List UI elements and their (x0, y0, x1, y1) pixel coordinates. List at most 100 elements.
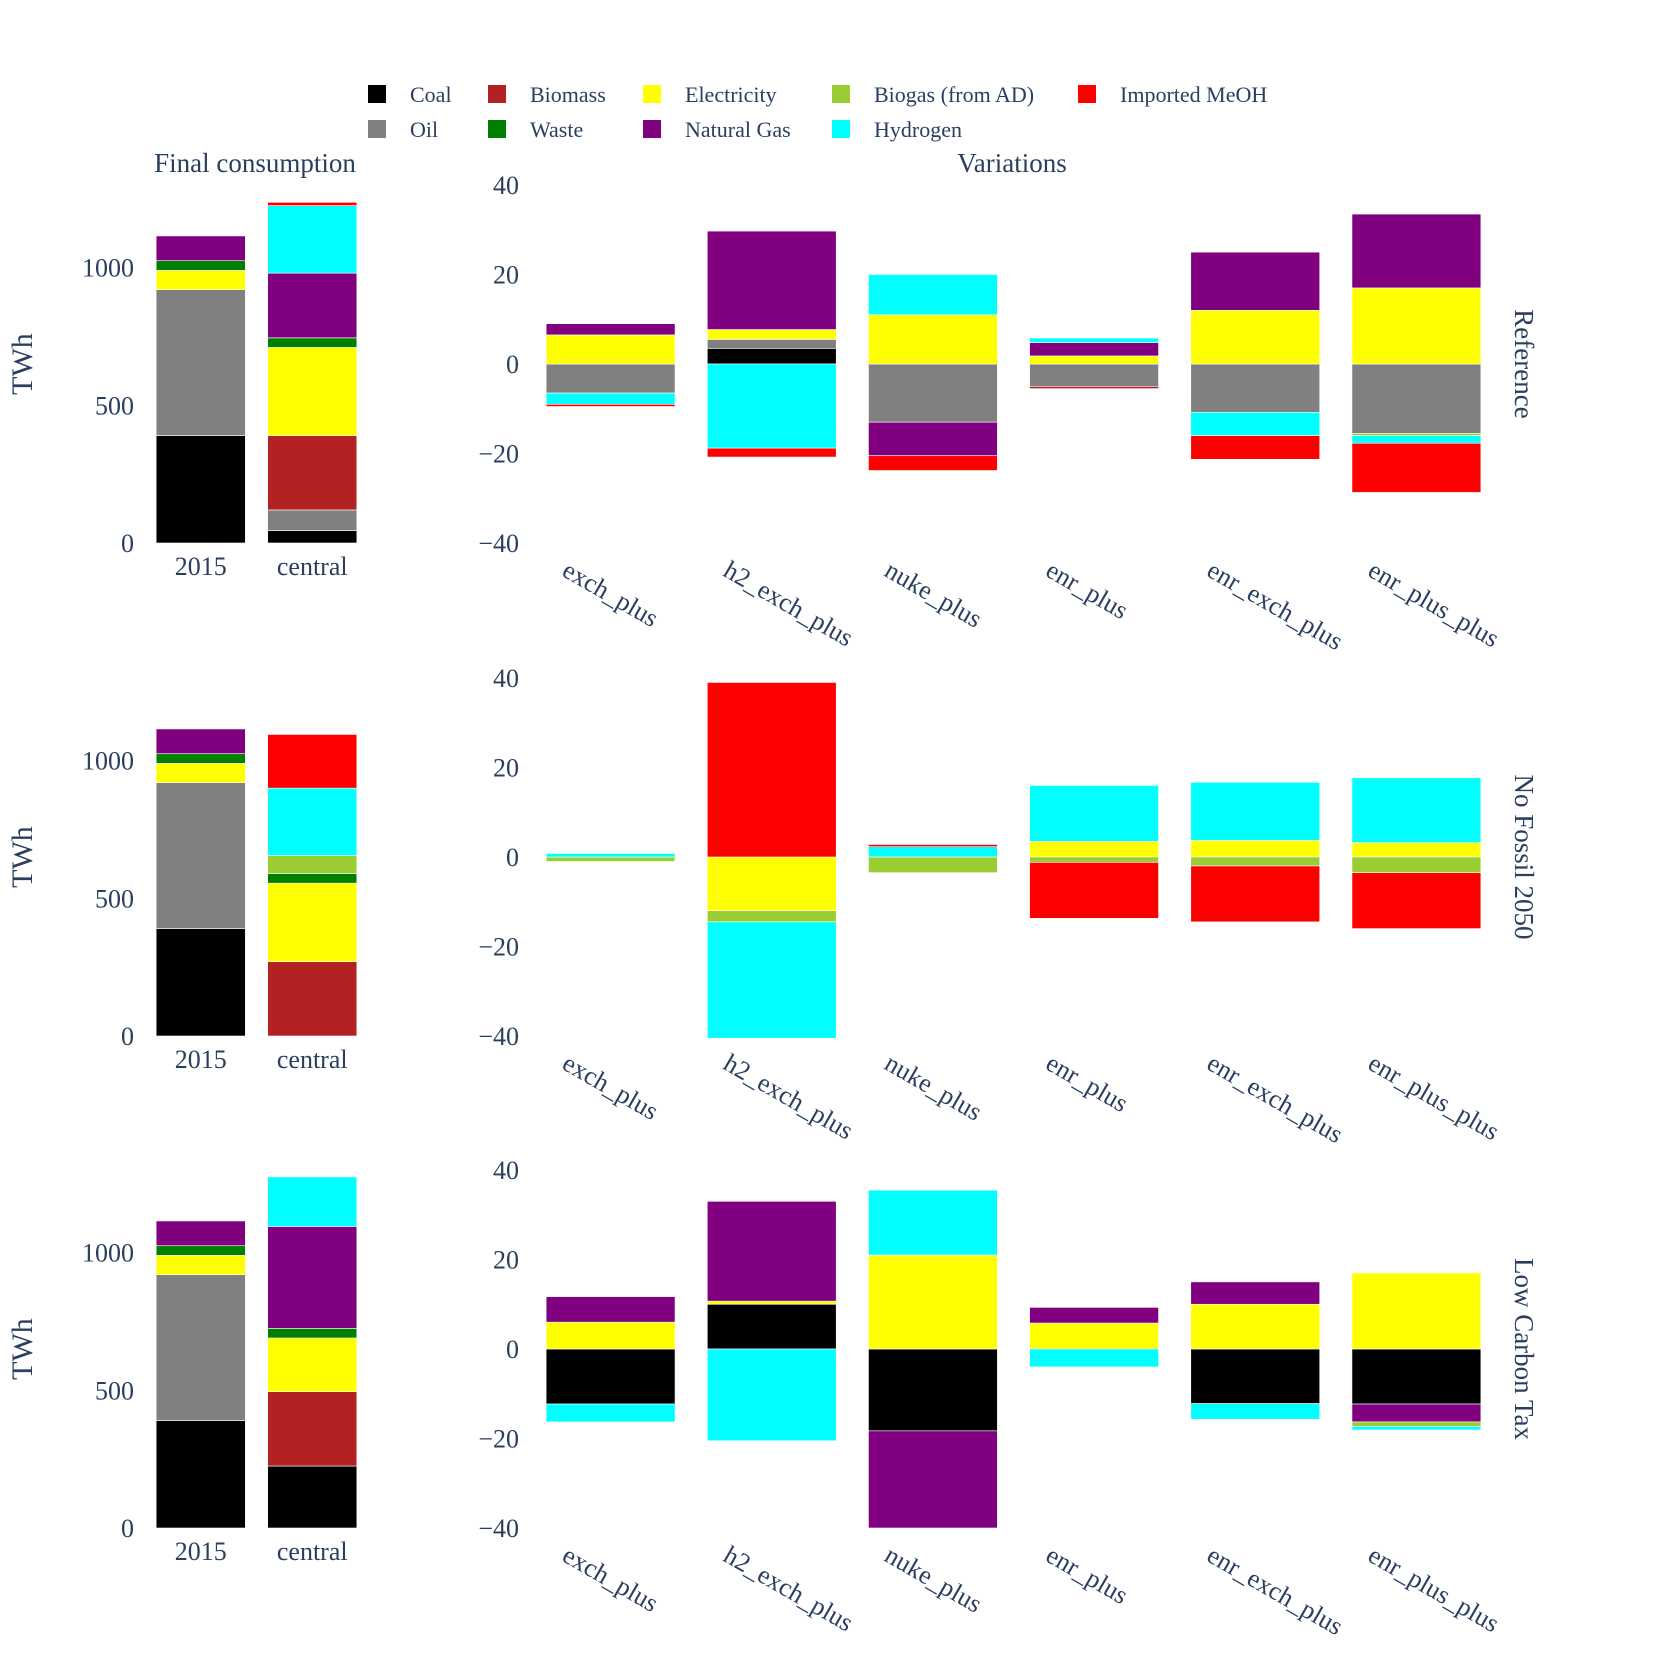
y-tick-label: −40 (478, 1022, 519, 1051)
x-tick-label: enr_exch_plus (1202, 1048, 1348, 1149)
bar-h2-exch-plus-biogas-from-ad (706, 910, 837, 923)
x-tick-label: h2_exch_plus (719, 555, 859, 652)
bar-2015-oil (155, 289, 246, 436)
legend-item-biomass: Biomass (488, 82, 606, 107)
bar-exch-plus-imported-meoh (545, 403, 676, 407)
y-tick-label: 0 (121, 529, 134, 558)
bar-h2-exch-plus-oil (706, 339, 837, 349)
bar-central-hydrogen (267, 205, 358, 274)
bar-exch-plus-oil (545, 363, 676, 394)
bar-exch-plus-electricity (545, 1321, 676, 1350)
bar-nuke-plus-natural-gas (868, 1430, 998, 1529)
bar-enr-exch-plus-natural-gas (1190, 1281, 1321, 1305)
bar-enr-plus-natural-gas (1029, 342, 1159, 357)
bar-central-biogas-from-ad (267, 855, 358, 874)
y-tick-label: 0 (506, 350, 519, 379)
bar-2015-natural-gas (155, 728, 246, 755)
bar-exch-plus-electricity (545, 334, 676, 365)
bar-enr-plus-hydrogen (1029, 1348, 1159, 1368)
bar-exch-plus-hydrogen (545, 853, 676, 858)
bar-central-hydrogen (267, 787, 358, 856)
bar-enr-plus-plus-imported-meoh (1351, 872, 1482, 929)
bar-enr-exch-plus-hydrogen (1190, 781, 1321, 841)
bar-enr-exch-plus-hydrogen (1190, 412, 1321, 436)
x-tick-label: enr_plus (1041, 1540, 1133, 1610)
panel-reference-variations: −40 −20 0 20 40 exch_plus h2_exch_plus nuke_plu… (478, 171, 1539, 656)
bar-enr-plus-plus-biogas-from-ad (1351, 433, 1482, 436)
y-axis-title: TWh (6, 826, 39, 888)
bar-h2-exch-plus-natural-gas (706, 230, 837, 330)
y-tick-label: −20 (478, 440, 519, 469)
bar-nuke-plus-imported-meoh (868, 455, 998, 471)
x-tick-label: exch_plus (558, 1048, 664, 1126)
bar-2015-waste (155, 1245, 246, 1256)
bar-2015-waste (155, 753, 246, 764)
y-tick-label: −40 (478, 529, 519, 558)
bar-enr-plus-natural-gas (1029, 1307, 1159, 1324)
bar-2015-natural-gas (155, 1220, 246, 1247)
bar-central-coal (267, 1465, 358, 1529)
bar-nuke-plus-coal (868, 1348, 998, 1432)
bar-enr-plus-plus-biogas-from-ad (1351, 856, 1482, 873)
legend-item-imported-meoh: Imported MeOH (1078, 82, 1267, 107)
y-tick-label: −20 (478, 1425, 519, 1454)
legend-label-imported-meoh: Imported MeOH (1120, 82, 1267, 107)
bar-nuke-plus-imported-meoh (868, 844, 998, 848)
bar-enr-plus-plus-hydrogen (1351, 435, 1482, 444)
bar-central-waste (267, 337, 358, 348)
y-tick-label: 40 (493, 664, 519, 693)
x-tick-label: enr_plus_plus (1363, 555, 1504, 653)
bar-enr-plus-plus-biogas-from-ad (1351, 1421, 1482, 1427)
column-title-final-consumption: Final consumption (154, 148, 356, 178)
x-tick-label: enr_plus (1041, 1048, 1133, 1118)
bar-2015-natural-gas (155, 235, 246, 262)
legend-swatch-natural-gas (643, 120, 661, 138)
bar-enr-plus-imported-meoh (1029, 862, 1159, 919)
column-title-variations: Variations (957, 148, 1066, 178)
bar-2015-oil (155, 1274, 246, 1421)
bar-enr-plus-electricity (1029, 1322, 1159, 1350)
bar-enr-plus-electricity (1029, 355, 1159, 365)
y-tick-label: −20 (478, 933, 519, 962)
bar-h2-exch-plus-natural-gas (706, 1201, 837, 1302)
bar-2015-electricity (155, 763, 246, 783)
bar-enr-plus-biogas-from-ad (1029, 856, 1159, 863)
bar-nuke-plus-natural-gas (868, 421, 998, 457)
y-tick-label: 0 (121, 1022, 134, 1051)
x-tick-label: nuke_plus (880, 1048, 987, 1127)
bar-nuke-plus-hydrogen (868, 274, 998, 316)
legend-label-biomass: Biomass (530, 82, 606, 107)
bar-central-biomass (267, 1391, 358, 1467)
bar-enr-plus-plus-coal (1351, 1348, 1482, 1405)
bar-enr-exch-plus-electricity (1190, 840, 1321, 858)
x-tick-label: h2_exch_plus (719, 1048, 859, 1145)
y-tick-label: 0 (121, 1514, 134, 1543)
bar-2015-coal (155, 1420, 246, 1529)
bar-enr-exch-plus-biogas-from-ad (1190, 856, 1321, 867)
legend-item-biogas-from-ad: Biogas (from AD) (832, 82, 1034, 107)
bar-h2-exch-plus-electricity (706, 1300, 837, 1305)
bar-enr-exch-plus-electricity (1190, 309, 1321, 365)
legend-item-electricity: Electricity (643, 82, 777, 107)
bar-2015-electricity (155, 1255, 246, 1275)
x-tick-label: enr_plus_plus (1363, 1540, 1504, 1638)
y-tick-label: 0 (506, 1335, 519, 1364)
bar-h2-exch-plus-electricity (706, 856, 837, 912)
legend-item-coal: Coal (368, 82, 452, 107)
bar-2015-waste (155, 260, 246, 271)
x-tick-label: exch_plus (558, 555, 664, 633)
legend-label-biogas-from-ad: Biogas (from AD) (874, 82, 1034, 107)
x-tick-label: 2015 (175, 1045, 227, 1074)
bar-exch-plus-hydrogen (545, 1403, 676, 1423)
y-tick-label: 40 (493, 1156, 519, 1185)
bar-h2-exch-plus-hydrogen (706, 1348, 837, 1442)
y-tick-label: 20 (493, 754, 519, 783)
legend-swatch-imported-meoh (1078, 85, 1096, 103)
bar-exch-plus-coal (545, 1348, 676, 1405)
bar-nuke-plus-oil (868, 363, 998, 423)
y-tick-label: 1000 (82, 747, 134, 776)
y-tick-label: 1000 (82, 254, 134, 283)
bar-enr-exch-plus-oil (1190, 363, 1321, 413)
legend: Coal Oil Biomass Waste Electricity Natural Ga… (368, 82, 1267, 142)
legend-item-natural-gas: Natural Gas (643, 117, 791, 142)
